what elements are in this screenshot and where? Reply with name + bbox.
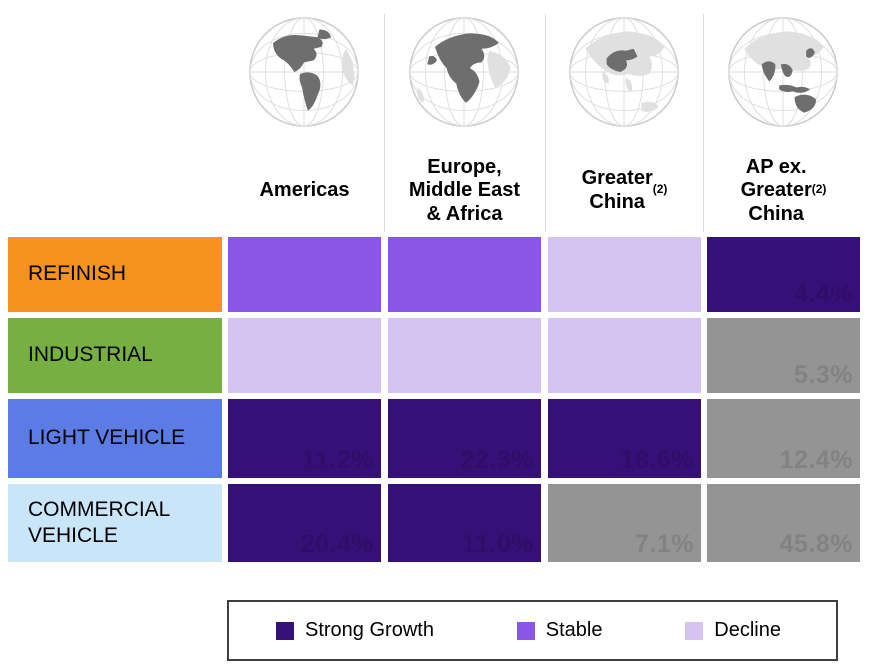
cell-refinish-emea: [388, 237, 541, 312]
cell-light-vehicle-greater-china: 18.6%: [548, 399, 701, 478]
cell-faint-value: 20.4%: [300, 530, 374, 558]
greater-china-globe-icon: [566, 14, 682, 130]
legend-item-decline: Decline: [685, 619, 781, 642]
row-label-industrial: INDUSTRIAL: [8, 318, 222, 393]
cell-faint-value: 7.1%: [635, 530, 694, 558]
column-header-emea: Europe, Middle East & Africa: [388, 146, 541, 236]
legend-item-strong-growth: Strong Growth: [276, 619, 434, 642]
footnote-marker: (2): [811, 181, 827, 196]
cell-light-vehicle-ap-ex-greater-china: 12.4%: [707, 399, 860, 478]
legend-label: Strong Growth: [305, 619, 434, 641]
cell-refinish-americas: [228, 237, 381, 312]
column-header-label: AP ex. Greater China: [740, 155, 812, 225]
header-divider: [545, 14, 546, 232]
row-label-light-vehicle: LIGHT VEHICLE: [8, 399, 222, 478]
cell-faint-value: 12.4%: [779, 446, 853, 474]
cell-faint-value: 11.0%: [461, 530, 534, 558]
ap-ex-greater-china-globe-icon: [725, 14, 841, 130]
emea-globe-icon: [406, 14, 522, 130]
cell-refinish-ap-ex-greater-china: 4.4%: [707, 237, 860, 312]
row-label-text: REFINISH: [28, 262, 127, 286]
legend-label: Decline: [714, 619, 781, 641]
cell-commercial-vehicle-greater-china: 7.1%: [548, 484, 701, 562]
cell-industrial-greater-china: [548, 318, 701, 393]
header-divider: [703, 14, 704, 232]
decline-swatch-icon: [685, 621, 704, 640]
cell-refinish-greater-china: [548, 237, 701, 312]
column-header-greater-china: Greater China (2): [548, 146, 701, 236]
footnote-marker: (2): [652, 181, 668, 196]
americas-globe-icon: [246, 14, 362, 130]
cell-light-vehicle-emea: 22.3%: [388, 399, 541, 478]
column-header-ap-ex-greater-china: AP ex. Greater China (2): [707, 146, 860, 236]
row-label-text: COMMERCIAL VEHICLE: [28, 497, 171, 547]
legend: Strong Growth Stable Decline: [227, 600, 838, 661]
row-label-refinish: REFINISH: [8, 237, 222, 312]
column-header-label: Greater China: [581, 167, 653, 213]
column-header-label: Europe, Middle East & Africa: [408, 155, 521, 225]
row-label-commercial-vehicle: COMMERCIAL VEHICLE: [8, 484, 222, 562]
cell-industrial-americas: [228, 318, 381, 393]
legend-item-stable: Stable: [516, 619, 603, 642]
column-header-americas: Americas: [228, 146, 381, 236]
cell-faint-value: 11.2%: [301, 446, 374, 474]
cell-faint-value: 4.4%: [794, 280, 853, 308]
column-header-label: Americas: [259, 179, 350, 202]
cell-commercial-vehicle-americas: 20.4%: [228, 484, 381, 562]
cell-industrial-emea: [388, 318, 541, 393]
stable-swatch-icon: [516, 621, 535, 640]
cell-commercial-vehicle-ap-ex-greater-china: 45.8%: [707, 484, 860, 562]
row-label-text: INDUSTRIAL: [28, 343, 153, 367]
strong-growth-swatch-icon: [276, 621, 294, 640]
cell-faint-value: 45.8%: [779, 530, 853, 558]
cell-faint-value: 5.3%: [794, 361, 853, 389]
cell-industrial-ap-ex-greater-china: 5.3%: [707, 318, 860, 393]
header-divider: [384, 14, 385, 232]
cell-light-vehicle-americas: 11.2%: [228, 399, 381, 478]
legend-label: Stable: [545, 619, 603, 641]
cell-faint-value: 18.6%: [620, 446, 694, 474]
cell-faint-value: 22.3%: [460, 446, 534, 474]
cell-commercial-vehicle-emea: 11.0%: [388, 484, 541, 562]
row-label-text: LIGHT VEHICLE: [28, 426, 186, 450]
